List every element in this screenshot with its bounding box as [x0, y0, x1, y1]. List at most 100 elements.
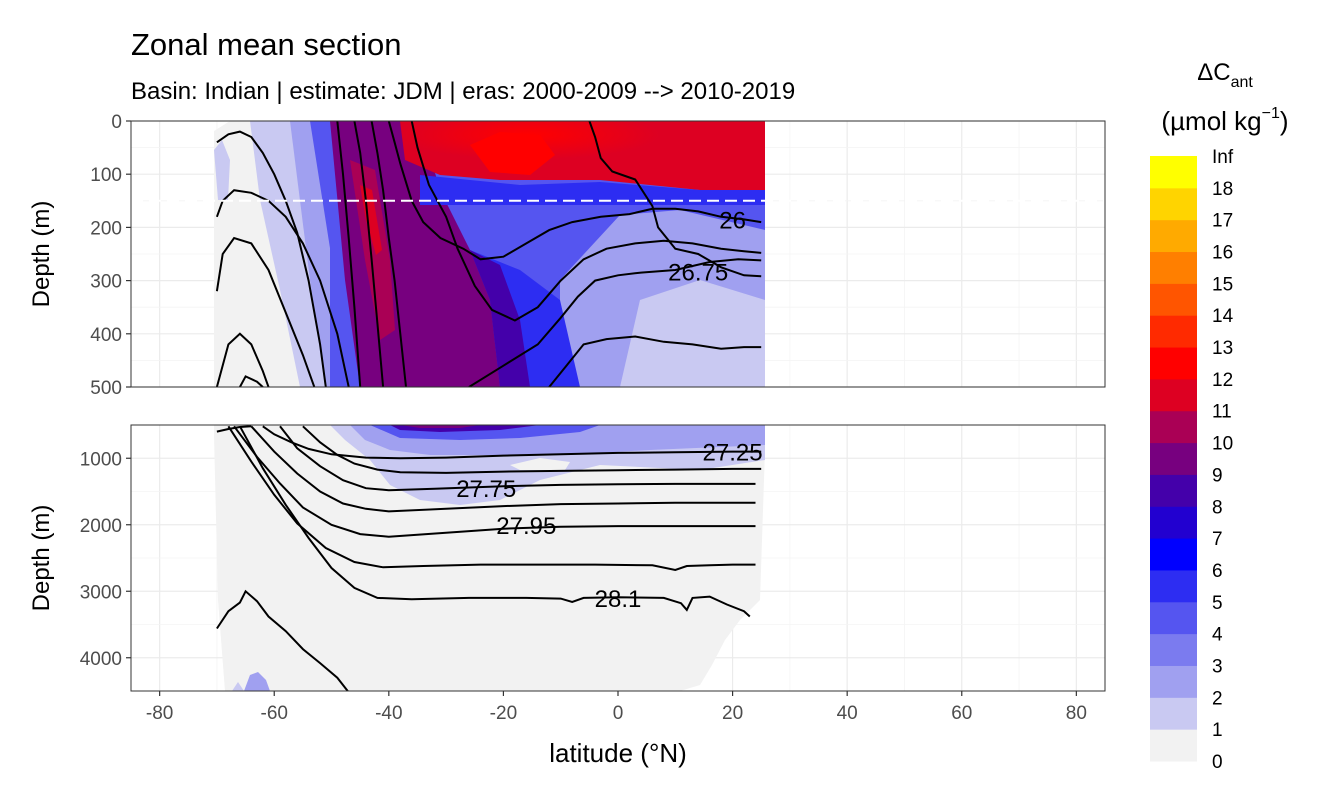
field-deep-light: [214, 425, 765, 691]
field-magenta-core: [350, 160, 395, 340]
isopycnal-line: [215, 332, 270, 387]
chart-subtitle: Basin: Indian | estimate: JDM | eras: 20…: [131, 78, 795, 105]
isopycnal-line: [548, 335, 762, 387]
x-tick-label: -60: [261, 703, 288, 724]
top-panel-border: [130, 120, 1106, 388]
colorbar-level-label: 8: [1212, 497, 1223, 518]
y-tick-label: 4000: [80, 649, 122, 670]
isopycnal-line: [239, 375, 264, 387]
colorbar-swatch: [1150, 601, 1197, 635]
isopycnal-line: [216, 130, 327, 387]
field-mixed-layer-max: [470, 132, 555, 175]
field-subsurface-blue-pale: [620, 280, 765, 387]
colorbar-swatch: [1150, 187, 1197, 221]
top-panel: 26 26.75 0 100 200 300 400 500 Depth (m): [28, 112, 1106, 399]
colorbar-level-label: 7: [1212, 529, 1223, 550]
x-tick-label: -80: [146, 703, 173, 724]
colorbar-swatch: [1150, 251, 1197, 284]
colorbar-swatch: [1150, 156, 1197, 189]
colorbar-swatch: [1150, 410, 1197, 444]
isopycnal-line: [216, 589, 349, 691]
isopycnal-line: [336, 121, 362, 387]
colorbar-level-label: 10: [1212, 434, 1233, 455]
colorbar-swatch: [1150, 347, 1197, 380]
y-tick-label: 200: [90, 218, 122, 239]
colorbar-unit-text: (µmol kg: [1161, 106, 1261, 136]
colorbar-level-label: 11: [1212, 402, 1232, 423]
y-tick-label: 300: [90, 272, 122, 293]
isopycnal-line: [227, 425, 756, 572]
colorbar-unit: (µmol kg−1): [1161, 105, 1288, 136]
field-deep-level-9: [400, 425, 480, 428]
field-bottom-patch-light: [232, 682, 244, 691]
isopycnal-line: [387, 121, 762, 261]
colorbar-level-label: 1: [1212, 720, 1223, 741]
isopycnal-line: [215, 236, 316, 387]
colorbar-swatch: [1150, 474, 1197, 507]
isopycnal-line: [302, 425, 762, 474]
colorbar-unit-close: ): [1280, 106, 1289, 136]
colorbar-level-label: 13: [1212, 338, 1233, 359]
isopycnal-label: 26.75: [668, 260, 728, 287]
bottom-isopycnals: [216, 425, 762, 691]
bottom-y-axis-title: Depth (m): [28, 505, 55, 612]
colorbar-title-main: ΔC: [1197, 59, 1230, 86]
colorbar-swatch: [1150, 665, 1197, 698]
isopycnal-line: [239, 425, 751, 618]
top-isopycnal-labels: 26 26.75: [668, 207, 746, 286]
x-axis-title: latitude (°N): [549, 738, 687, 768]
colorbar-level-label: 12: [1212, 370, 1233, 391]
colorbar-legend: ΔCant (µmol kg−1) 0123456789101112131415…: [1150, 59, 1289, 773]
colorbar-level-label: 15: [1212, 274, 1233, 295]
x-tick-label: 80: [1066, 703, 1087, 724]
x-tick-label: 0: [613, 703, 624, 724]
field-deep-gap: [510, 458, 570, 470]
y-tick-label: 3000: [80, 582, 122, 603]
colorbar-level-label: 2: [1212, 688, 1223, 709]
x-tick-label: 40: [837, 703, 858, 724]
y-tick-label: 2000: [80, 516, 122, 537]
colorbar-level-label: 4: [1212, 625, 1223, 646]
colorbar-swatch: [1150, 219, 1197, 253]
x-tick-label: 20: [722, 703, 743, 724]
colorbar-swatch: [1150, 538, 1197, 571]
colorbar-swatches: [1150, 156, 1197, 762]
colorbar-swatch: [1150, 697, 1197, 730]
bottom-y-axis: 1000 2000 3000 4000: [80, 449, 131, 670]
colorbar-swatch: [1150, 506, 1197, 539]
y-tick-label: 500: [90, 378, 122, 399]
x-tick-label: -20: [490, 703, 517, 724]
colorbar-swatch: [1150, 633, 1197, 666]
y-tick-label: 400: [90, 325, 122, 346]
field-mixed-layer-base: [420, 175, 765, 205]
isopycnal-line: [588, 121, 762, 278]
isopycnal-label: 27.95: [496, 513, 556, 540]
colorbar-unit-exponent: −1: [1262, 105, 1280, 122]
colorbar-level-label: 5: [1212, 593, 1223, 614]
colorbar-level-label: 16: [1212, 243, 1233, 264]
bottom-panel-field: 27.25 27.75 27.95 28.1: [214, 425, 765, 691]
bottom-isopycnal-labels: 27.25 27.75 27.95 28.1: [456, 440, 762, 613]
x-tick-label: 60: [951, 703, 972, 724]
colorbar-level-label: 6: [1212, 561, 1223, 582]
colorbar-swatch: [1150, 729, 1197, 762]
colorbar-level-label: 3: [1212, 656, 1223, 677]
colorbar-swatch: [1150, 569, 1197, 603]
top-y-axis-title: Depth (m): [28, 201, 55, 308]
top-y-axis: 0 100 200 300 400 500: [90, 112, 131, 399]
isopycnal-line: [353, 121, 385, 387]
field-violet-edge: [470, 250, 530, 387]
top-panel-field: 26 26.75: [131, 121, 1105, 387]
isopycnal-line: [250, 425, 756, 513]
isopycnal-line: [279, 425, 756, 492]
isopycnal-line: [410, 121, 762, 322]
x-tick-label: -40: [375, 703, 402, 724]
colorbar-swatch: [1150, 378, 1197, 412]
colorbar-level-label: 18: [1212, 179, 1233, 200]
colorbar-level-label: 17: [1212, 211, 1233, 232]
y-tick-label: 0: [111, 112, 122, 133]
isopycnal-label: 27.25: [703, 440, 763, 467]
colorbar-title: ΔCant: [1197, 59, 1253, 91]
